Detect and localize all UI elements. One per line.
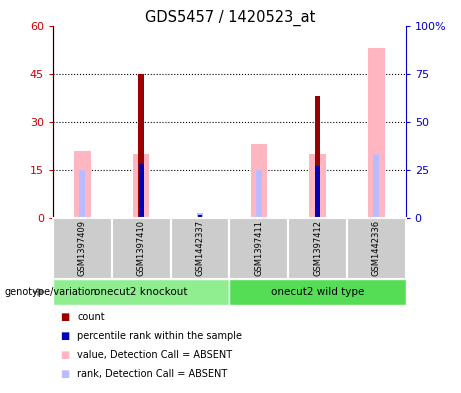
Text: GSM1442336: GSM1442336 (372, 220, 381, 276)
Bar (314, 96, 320, 218)
Text: ■: ■ (60, 350, 69, 360)
Bar (198, 215, 202, 218)
Text: onecut2 wild type: onecut2 wild type (271, 287, 364, 297)
Bar (229, 279, 406, 305)
Text: GSM1397409: GSM1397409 (78, 220, 87, 276)
Bar (373, 154, 379, 218)
Bar (112, 218, 171, 279)
Text: GSM1442337: GSM1442337 (195, 220, 205, 276)
Bar (250, 144, 267, 218)
Bar (288, 218, 347, 279)
Text: ■: ■ (60, 369, 69, 379)
Bar (79, 170, 85, 218)
Bar (171, 218, 230, 279)
Bar (347, 218, 406, 279)
Text: GSM1397412: GSM1397412 (313, 220, 322, 276)
Text: ■: ■ (60, 312, 69, 322)
Text: rank, Detection Call = ABSENT: rank, Detection Call = ABSENT (77, 369, 228, 379)
Text: onecut2 knockout: onecut2 knockout (95, 287, 188, 297)
Bar (139, 164, 143, 218)
Bar (256, 170, 262, 218)
Bar (229, 218, 288, 279)
Text: percentile rank within the sample: percentile rank within the sample (77, 331, 242, 341)
Text: count: count (77, 312, 105, 322)
Bar (197, 213, 203, 218)
Bar (138, 73, 144, 218)
Text: GSM1397411: GSM1397411 (254, 220, 263, 276)
Bar (133, 154, 149, 218)
Bar (315, 166, 320, 218)
Text: ■: ■ (60, 331, 69, 341)
Bar (368, 48, 384, 218)
Text: GSM1397410: GSM1397410 (136, 220, 146, 276)
Text: GDS5457 / 1420523_at: GDS5457 / 1420523_at (145, 10, 316, 26)
Bar (53, 279, 230, 305)
Text: value, Detection Call = ABSENT: value, Detection Call = ABSENT (77, 350, 232, 360)
Text: genotype/variation: genotype/variation (5, 287, 97, 297)
Bar (53, 218, 112, 279)
Bar (74, 151, 91, 218)
Bar (309, 154, 326, 218)
